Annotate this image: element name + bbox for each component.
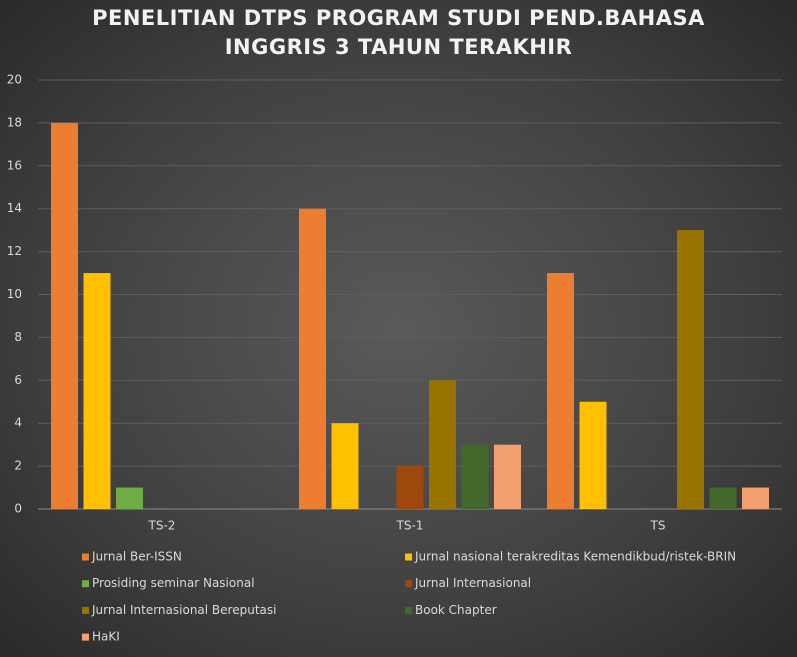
- legend-swatch: [405, 553, 412, 561]
- y-tick-label: 6: [14, 373, 22, 387]
- legend-swatch: [82, 553, 89, 561]
- y-tick-label: 14: [7, 201, 22, 215]
- legend-label: HaKI: [92, 630, 120, 644]
- bar: [116, 487, 143, 509]
- bar: [299, 208, 326, 509]
- bar: [709, 487, 737, 509]
- legend-swatch: [82, 633, 89, 641]
- bar: [51, 122, 78, 510]
- x-tick-label: TS: [650, 519, 666, 533]
- y-tick-label: 10: [7, 287, 22, 301]
- legend-label: Book Chapter: [415, 603, 497, 617]
- bar: [396, 466, 424, 509]
- y-tick-label: 4: [14, 416, 22, 430]
- chart-title: PENELITIAN DTPS PROGRAM STUDI PEND.BAHAS…: [92, 6, 705, 59]
- bar: [461, 444, 489, 509]
- legend-label: Jurnal Internasional: [414, 576, 531, 590]
- x-tick-label: TS-2: [148, 519, 176, 533]
- legend-swatch: [82, 606, 89, 614]
- y-tick-label: 2: [14, 459, 22, 473]
- y-tick-label: 12: [7, 244, 22, 258]
- bar: [494, 444, 521, 509]
- legend-label: Prosiding seminar Nasional: [92, 576, 255, 590]
- x-tick-label: TS-1: [396, 519, 424, 533]
- legend-label: Jurnal Internasional Bereputasi: [91, 603, 276, 617]
- legend-label: Jurnal nasional terakreditas Kemendikbud…: [414, 550, 736, 564]
- bar: [742, 487, 769, 509]
- legend-swatch: [82, 580, 89, 588]
- legend-swatch: [405, 580, 412, 588]
- y-tick-label: 8: [14, 330, 22, 344]
- y-tick-label: 0: [14, 502, 22, 516]
- bar: [677, 230, 704, 509]
- bar: [331, 423, 359, 509]
- y-tick-label: 16: [7, 158, 22, 172]
- bar: [429, 380, 456, 509]
- bar: [547, 273, 574, 509]
- legend-swatch: [405, 606, 412, 614]
- y-tick-label: 20: [7, 73, 22, 87]
- y-tick-label: 18: [7, 115, 22, 129]
- bar: [83, 273, 111, 509]
- bar: [579, 401, 607, 509]
- legend-label: Jurnal Ber-ISSN: [91, 550, 182, 564]
